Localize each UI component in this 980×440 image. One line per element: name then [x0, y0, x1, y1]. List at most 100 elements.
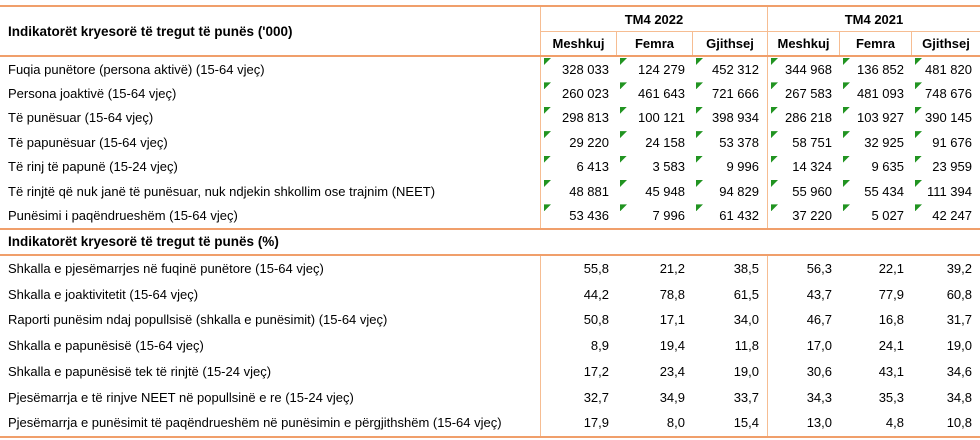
excel-error-marker-icon — [544, 204, 551, 212]
excel-error-marker-icon — [696, 131, 703, 139]
cell-value: 58 751 — [792, 134, 832, 150]
value-cell: 3 583 — [617, 155, 693, 179]
cell-value: 42 247 — [932, 208, 972, 224]
cell-value: 78,8 — [659, 286, 685, 302]
cell-value: 3 583 — [652, 159, 685, 175]
cell-value: 124 279 — [638, 61, 685, 77]
value-cell: 50,8 — [541, 307, 617, 333]
cell-value: 748 676 — [925, 86, 972, 102]
excel-error-marker-icon — [544, 106, 551, 114]
value-cell: 44,2 — [541, 281, 617, 307]
cell-value: 15,4 — [733, 415, 759, 431]
table-title-thousands: Indikatorët kryesorë të tregut të punës … — [0, 7, 541, 55]
table-row: Të rinjtë që nuk janë të punësuar, nuk n… — [0, 178, 980, 204]
column-header-femra-2022: Femra — [617, 32, 693, 55]
excel-error-marker-icon — [620, 131, 627, 139]
cell-value: 17,9 — [583, 415, 609, 431]
column-header-gjithsej-2021: Gjithsej — [922, 36, 970, 51]
value-cell: 13,0 — [768, 410, 840, 436]
cell-value: 8,0 — [666, 415, 685, 431]
cell-value: 45 948 — [645, 183, 685, 199]
cell-value: 46,7 — [806, 312, 832, 328]
value-cell: 22,1 — [840, 256, 912, 282]
value-cell: 24,1 — [840, 333, 912, 359]
value-cell: 344 968 — [768, 57, 840, 81]
cell-value: 32 925 — [864, 134, 904, 150]
value-cell: 19,4 — [617, 333, 693, 359]
row-label: Punësimi i paqëndrueshëm (15-64 vjeç) — [0, 203, 541, 228]
value-cell: 34,0 — [693, 307, 768, 333]
cell-value: 22,1 — [878, 261, 904, 277]
cell-value: 13,0 — [806, 415, 832, 431]
cell-value: 48 881 — [569, 183, 609, 199]
value-cell: 398 934 — [693, 105, 768, 131]
value-cell: 91 676 — [912, 130, 980, 154]
excel-error-marker-icon — [544, 58, 551, 65]
cell-value: 29 220 — [569, 134, 609, 150]
table-header: Indikatorët kryesorë të tregut të punës … — [0, 7, 980, 57]
excel-error-marker-icon — [843, 131, 850, 139]
value-cell: 17,9 — [541, 410, 617, 436]
value-cell: 267 583 — [768, 81, 840, 105]
value-cell: 55 434 — [840, 179, 912, 203]
section-thousands-rows: Fuqia punëtore (persona aktivë) (15-64 v… — [0, 57, 980, 228]
value-cell: 298 813 — [541, 106, 617, 130]
value-cell: 8,9 — [541, 333, 617, 359]
row-label: Shkalla e joaktivitetit (15-64 vjeç) — [0, 281, 541, 308]
cell-value: 481 093 — [857, 86, 904, 102]
value-cell: 260 023 — [541, 81, 617, 105]
excel-error-marker-icon — [620, 204, 627, 212]
excel-error-marker-icon — [915, 131, 922, 139]
year-header-row: TM4 2022 TM4 2021 — [541, 7, 980, 32]
data-table: Indikatorët kryesorë të tregut të punës … — [0, 5, 980, 438]
value-cell: 78,8 — [617, 281, 693, 307]
cell-value: 34,9 — [659, 389, 685, 405]
value-cell: 10,8 — [912, 410, 980, 436]
value-cell: 94 829 — [693, 178, 768, 204]
cell-value: 21,2 — [659, 261, 685, 277]
value-cell: 34,8 — [912, 384, 980, 410]
excel-error-marker-icon — [696, 58, 703, 65]
cell-value: 481 820 — [925, 61, 972, 77]
excel-error-marker-icon — [771, 58, 778, 65]
cell-value: 5 027 — [871, 208, 904, 224]
excel-error-marker-icon — [696, 82, 703, 90]
cell-value: 34,8 — [946, 389, 972, 405]
cell-value: 260 023 — [562, 86, 609, 102]
value-cell: 24 158 — [617, 130, 693, 154]
excel-error-marker-icon — [843, 106, 850, 114]
value-cell: 4,8 — [840, 410, 912, 436]
value-cell: 17,1 — [617, 307, 693, 333]
cell-value: 31,7 — [946, 312, 972, 328]
excel-error-marker-icon — [843, 58, 850, 65]
column-header-area: TM4 2022 TM4 2021 Meshkuj Femra Gjithsej… — [541, 7, 980, 55]
value-cell: 43,7 — [768, 281, 840, 307]
value-cell: 19,0 — [912, 333, 980, 359]
column-group-tm4-2022: TM4 2022 — [541, 7, 768, 31]
excel-error-marker-icon — [915, 204, 922, 212]
column-header-meshkuj-2022: Meshkuj — [541, 32, 617, 55]
cell-value: 24,1 — [878, 338, 904, 354]
table-row: Shkalla e pjesëmarrjes në fuqinë punëtor… — [0, 255, 980, 282]
excel-error-marker-icon — [771, 106, 778, 114]
row-label: Pjesëmarrja e punësimit të paqëndrueshëm… — [0, 409, 541, 436]
cell-value: 4,8 — [885, 415, 904, 431]
cell-value: 8,9 — [590, 338, 609, 354]
value-cell: 19,0 — [693, 358, 768, 385]
section-percent-rows: Shkalla e pjesëmarrjes në fuqinë punëtor… — [0, 255, 980, 436]
value-cell: 23 959 — [912, 155, 980, 179]
cell-value: 91 676 — [932, 134, 972, 150]
excel-error-marker-icon — [544, 179, 551, 187]
value-cell: 16,8 — [840, 307, 912, 333]
cell-value: 19,0 — [733, 363, 759, 379]
excel-error-marker-icon — [915, 106, 922, 114]
value-cell: 53 436 — [541, 203, 617, 227]
value-cell: 29 220 — [541, 130, 617, 154]
excel-error-marker-icon — [915, 82, 922, 90]
value-cell: 481 093 — [840, 81, 912, 105]
cell-value: 43,1 — [878, 363, 904, 379]
value-cell: 7 996 — [617, 203, 693, 227]
cell-value: 35,3 — [878, 389, 904, 405]
cell-value: 16,8 — [878, 312, 904, 328]
